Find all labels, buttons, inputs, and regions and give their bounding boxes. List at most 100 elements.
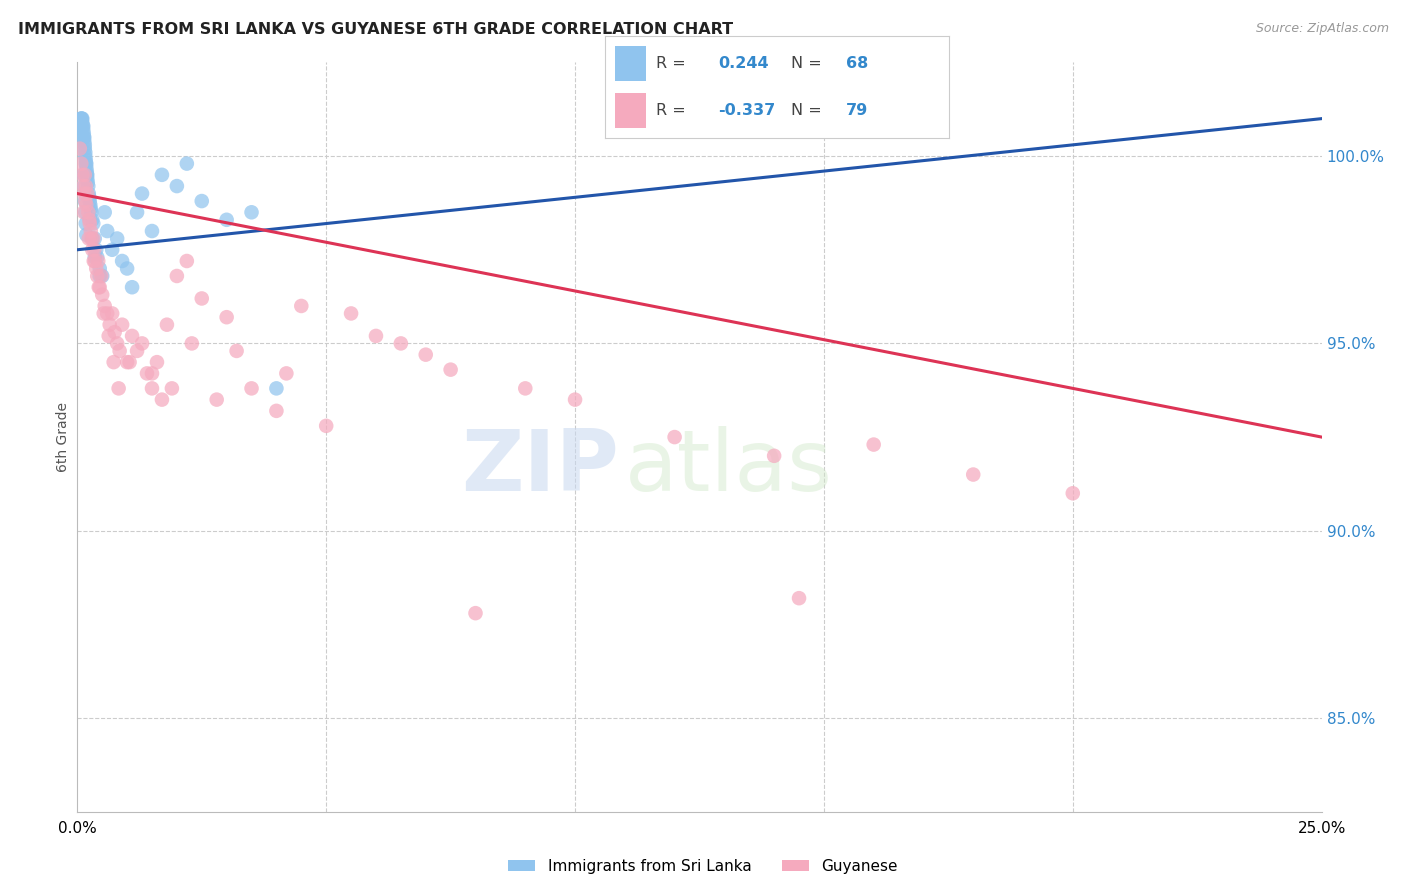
Text: IMMIGRANTS FROM SRI LANKA VS GUYANESE 6TH GRADE CORRELATION CHART: IMMIGRANTS FROM SRI LANKA VS GUYANESE 6T… xyxy=(18,22,734,37)
Point xyxy=(103,355,125,369)
Point xyxy=(191,292,214,306)
Point xyxy=(763,449,786,463)
Point xyxy=(87,254,110,268)
Point xyxy=(664,430,686,444)
Point xyxy=(73,168,96,182)
Point xyxy=(75,145,97,160)
Point xyxy=(141,224,163,238)
Point xyxy=(70,112,93,126)
Point xyxy=(79,198,101,212)
Point xyxy=(82,243,104,257)
Text: -0.337: -0.337 xyxy=(718,103,776,118)
Point xyxy=(73,130,96,145)
Point xyxy=(73,142,96,156)
Point xyxy=(73,179,96,194)
Point xyxy=(69,115,91,129)
Point xyxy=(77,231,100,245)
Point xyxy=(98,318,121,332)
Point xyxy=(75,153,97,167)
Point xyxy=(125,205,148,219)
Text: ZIP: ZIP xyxy=(461,425,619,508)
Point xyxy=(240,205,263,219)
Point xyxy=(73,168,96,182)
Point xyxy=(160,381,183,395)
Point xyxy=(80,224,103,238)
Point xyxy=(125,343,148,358)
Point xyxy=(141,367,163,381)
Text: 0.244: 0.244 xyxy=(718,56,769,70)
Point xyxy=(73,137,96,152)
Point xyxy=(75,194,97,208)
Point xyxy=(89,268,111,283)
Point xyxy=(76,168,98,182)
Point xyxy=(72,168,94,182)
Point xyxy=(82,217,104,231)
Point xyxy=(79,217,101,231)
Point xyxy=(77,190,100,204)
Text: 79: 79 xyxy=(846,103,868,118)
Point xyxy=(72,119,94,133)
Point xyxy=(82,212,104,227)
Point xyxy=(79,212,101,227)
Point xyxy=(108,343,131,358)
Point xyxy=(76,171,98,186)
Point xyxy=(156,318,179,332)
Point xyxy=(75,156,97,170)
Point xyxy=(215,310,238,325)
Point xyxy=(73,130,96,145)
Point xyxy=(75,227,97,242)
Point xyxy=(76,186,98,201)
Point xyxy=(77,186,100,201)
Point xyxy=(176,254,198,268)
Point xyxy=(225,343,247,358)
Point xyxy=(75,179,97,194)
Point xyxy=(962,467,984,482)
Point xyxy=(166,268,188,283)
Point xyxy=(215,212,238,227)
Point xyxy=(136,367,159,381)
Point xyxy=(93,306,115,320)
Point xyxy=(96,224,118,238)
Point xyxy=(84,261,107,276)
Text: Source: ZipAtlas.com: Source: ZipAtlas.com xyxy=(1256,22,1389,36)
Text: R =: R = xyxy=(657,56,686,70)
Text: 68: 68 xyxy=(846,56,868,70)
Point xyxy=(166,179,188,194)
Text: R =: R = xyxy=(657,103,686,118)
Point xyxy=(1062,486,1084,500)
Point xyxy=(89,280,111,294)
Point xyxy=(111,318,134,332)
Point xyxy=(105,336,128,351)
Point xyxy=(75,156,97,170)
Point xyxy=(83,254,105,268)
Point xyxy=(83,254,105,268)
Point xyxy=(115,355,138,369)
Point xyxy=(104,325,127,339)
Point xyxy=(150,168,173,182)
Point xyxy=(146,355,169,369)
Point xyxy=(73,186,96,201)
Point xyxy=(180,336,202,351)
Point xyxy=(72,123,94,137)
Point xyxy=(176,156,198,170)
Point xyxy=(75,161,97,175)
Point xyxy=(107,381,129,395)
Point xyxy=(73,194,96,208)
Point xyxy=(69,142,91,156)
Point xyxy=(76,168,98,182)
Point xyxy=(69,119,91,133)
Point xyxy=(75,198,97,212)
Point xyxy=(240,381,263,395)
Point xyxy=(364,329,387,343)
Point xyxy=(787,591,810,606)
Point xyxy=(76,175,98,189)
Point xyxy=(90,268,112,283)
Point xyxy=(93,299,115,313)
Point xyxy=(415,348,437,362)
Point xyxy=(84,243,107,257)
Point xyxy=(266,381,288,395)
Point xyxy=(77,205,100,219)
Point xyxy=(80,202,103,216)
Point xyxy=(131,336,153,351)
Point xyxy=(77,179,100,194)
